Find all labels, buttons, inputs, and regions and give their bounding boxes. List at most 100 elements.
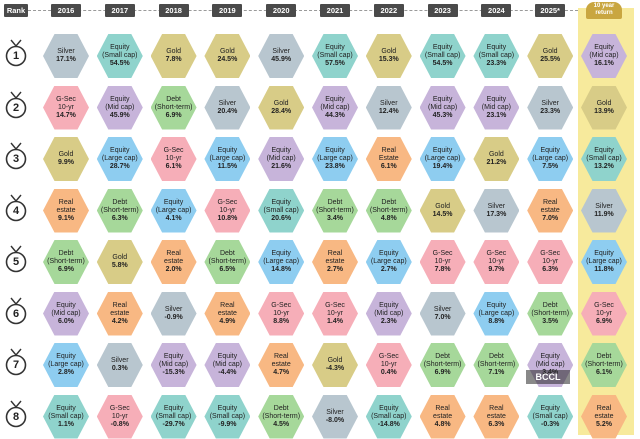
- asset-label: Debt (Short-term): [477, 353, 516, 368]
- return-cell: G-Sec 10-yr 14.7%: [43, 85, 89, 130]
- asset-label: Equity (Large cap): [48, 353, 84, 368]
- return-value: 14.7%: [56, 111, 76, 119]
- return-value: -4.4%: [218, 369, 237, 376]
- asset-label: Equity (Mid cap): [481, 95, 511, 111]
- return-cell: Real estate 4.8%: [419, 394, 466, 439]
- return-cell: Equity (Small cap) -9.9%: [204, 394, 251, 439]
- return-cell: Silver 12.4%: [365, 85, 412, 130]
- asset-label: G-Sec 10-yr: [594, 301, 614, 317]
- return-value: 20.6%: [271, 214, 292, 222]
- return-value: 6.9%: [434, 369, 451, 376]
- asset-label: Equity (Small cap): [102, 44, 138, 59]
- asset-label: Gold: [596, 99, 612, 107]
- return-value: 4.9%: [219, 317, 236, 325]
- return-cell: G-Sec 10-yr -0.8%: [96, 394, 143, 439]
- asset-label: Equity (Mid cap): [320, 95, 350, 111]
- return-cell: G-Sec 10-yr 0.4%: [365, 343, 412, 387]
- return-cell: Gold 28.4%: [258, 85, 305, 130]
- return-cell: Silver -8.0%: [312, 394, 358, 439]
- asset-label: Debt (Short-term): [47, 250, 85, 265]
- header-year: 2023: [427, 4, 458, 17]
- header-rank-label: Rank: [4, 4, 28, 17]
- return-value: 6.5%: [219, 266, 236, 273]
- return-cell: Gold 21.2%: [473, 137, 520, 181]
- return-cell: Silver 23.3%: [527, 85, 574, 130]
- asset-label: Equity (Large cap): [155, 198, 192, 214]
- return-cell: Real estate 4.7%: [258, 343, 305, 387]
- asset-label: Gold: [488, 151, 504, 158]
- return-value: 13.9%: [594, 107, 614, 115]
- header-year: 2022: [373, 4, 404, 17]
- return-value: 6.3%: [542, 266, 559, 273]
- asset-label: Gold: [381, 48, 397, 55]
- return-value: 2.3%: [380, 317, 397, 325]
- return-value: 21.2%: [486, 159, 507, 166]
- asset-label: Equity (Large cap): [478, 301, 515, 317]
- return-value: 15.3%: [378, 56, 399, 63]
- return-value: 6.9%: [58, 266, 74, 273]
- return-value: 28.4%: [271, 107, 292, 115]
- return-cell: Debt (Short-term) 4.8%: [365, 188, 412, 233]
- asset-label: Equity (Mid cap): [51, 301, 81, 317]
- asset-label: G-Sec 10-yr: [109, 404, 130, 420]
- return-value: 2.8%: [58, 369, 74, 376]
- return-value: 6.1%: [596, 369, 612, 376]
- return-value: 7.0%: [434, 313, 451, 321]
- return-cell: Equity (Mid cap) -15.3%: [150, 343, 197, 387]
- asset-label: Equity (Small cap): [424, 44, 461, 59]
- return-cell: Real estate 6.3%: [473, 394, 520, 439]
- return-cell: Silver 20.4%: [204, 85, 251, 130]
- asset-label: Debt (Short-term): [423, 353, 462, 368]
- return-value: -15.3%: [162, 369, 185, 376]
- asset-label: Equity (Mid cap): [159, 353, 189, 368]
- return-value: 11.5%: [217, 163, 238, 170]
- asset-label: Equity (Small cap): [532, 404, 568, 420]
- asset-label: Debt (Short-term): [316, 198, 354, 214]
- return-value: 14.5%: [432, 210, 453, 218]
- return-cell: Real estate 4.2%: [96, 291, 143, 336]
- return-value: 7.8%: [165, 56, 182, 63]
- return-value: -4.3%: [325, 365, 345, 372]
- rank-medal: 4: [5, 194, 27, 224]
- return-value: 6.0%: [58, 317, 74, 325]
- asset-label: Gold: [273, 99, 289, 107]
- return-cell: Equity (Large cap) 2.7%: [365, 240, 412, 284]
- rank-medal: 3: [5, 142, 27, 172]
- asset-label: Real estate: [164, 250, 184, 265]
- asset-label: Equity (Large cap): [424, 147, 461, 162]
- asset-label: Equity (Large cap): [209, 147, 246, 162]
- return-cell: Gold 7.8%: [150, 34, 197, 78]
- return-cell: Real estate 4.9%: [204, 291, 251, 336]
- return-value: 6.1%: [165, 163, 182, 170]
- asset-label: Equity (Large cap): [263, 250, 300, 265]
- rank-number: 8: [12, 410, 20, 423]
- return-cell: Real Estate 6.1%: [365, 137, 412, 181]
- asset-label: G-Sec 10-yr: [432, 250, 453, 265]
- return-cell: Real estate 2.0%: [150, 240, 197, 284]
- return-cell: G-Sec 10-yr 6.1%: [150, 137, 197, 181]
- return-cell: Equity (Small cap) 54.5%: [96, 34, 143, 78]
- return-cell: Debt (Short-term) 6.9%: [419, 343, 466, 387]
- return-value: 45.9%: [271, 56, 292, 63]
- asset-label: G-Sec 10-yr: [378, 353, 399, 368]
- return-cell: Equity (Mid cap) 44.3%: [312, 85, 358, 130]
- asset-label: Equity (Mid cap): [105, 95, 135, 111]
- return-value: 25.5%: [540, 56, 561, 63]
- rank-number: 1: [12, 50, 20, 62]
- rank-number: 5: [12, 256, 20, 268]
- return-cell: Debt (Short-term) 6.1%: [581, 343, 627, 387]
- rank-medal: 1: [5, 39, 27, 69]
- asset-label: Silver: [433, 305, 452, 313]
- return-cell: Equity (Small cap) -29.7%: [150, 394, 197, 439]
- return-cell: Equity (Small cap) 13.2%: [581, 137, 627, 181]
- header-year: 2021: [320, 4, 350, 17]
- asset-label: Equity (Small cap): [155, 404, 192, 420]
- header-ten-year-return: 10 year return: [586, 2, 622, 19]
- return-cell: Equity (Mid cap) 23.1%: [473, 85, 520, 130]
- asset-label: Equity (Large cap): [370, 250, 407, 265]
- return-cell: Debt (Short-term) 6.9%: [150, 85, 197, 130]
- return-cell: Equity (Large cap) 8.8%: [473, 291, 520, 336]
- asset-label: Equity (Small cap): [209, 404, 246, 420]
- return-value: 13.2%: [594, 163, 614, 170]
- return-cell: Equity (Large cap) 11.5%: [204, 137, 251, 181]
